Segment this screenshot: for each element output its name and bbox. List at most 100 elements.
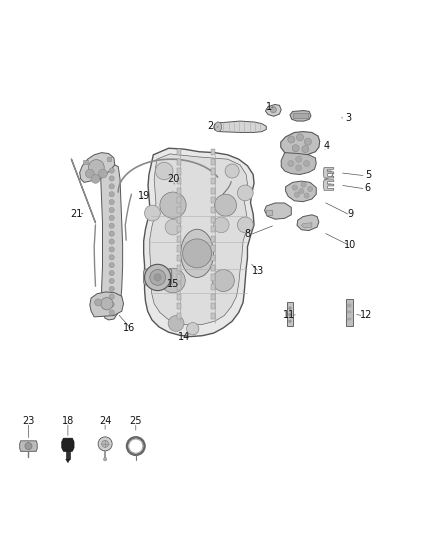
Polygon shape — [297, 215, 319, 231]
Text: 14: 14 — [178, 332, 190, 342]
Polygon shape — [20, 441, 37, 451]
Circle shape — [304, 160, 310, 167]
Bar — [211, 188, 215, 194]
Circle shape — [101, 297, 113, 310]
Bar — [177, 255, 181, 261]
Circle shape — [213, 217, 229, 233]
Bar — [177, 159, 181, 165]
Circle shape — [109, 294, 114, 300]
Circle shape — [294, 192, 300, 197]
Bar — [177, 284, 181, 290]
Circle shape — [270, 107, 276, 113]
Circle shape — [296, 156, 302, 162]
Bar — [177, 274, 181, 280]
Text: 4: 4 — [323, 141, 329, 151]
Circle shape — [304, 138, 311, 145]
Text: 25: 25 — [130, 416, 142, 426]
Circle shape — [212, 270, 234, 292]
Text: 21: 21 — [71, 209, 83, 219]
Polygon shape — [286, 181, 316, 201]
Bar — [211, 313, 215, 319]
Circle shape — [168, 316, 184, 332]
Circle shape — [296, 165, 302, 171]
Bar — [211, 149, 215, 155]
Circle shape — [109, 239, 114, 244]
Polygon shape — [66, 459, 70, 463]
Bar — [347, 311, 351, 313]
Bar — [177, 294, 181, 300]
Circle shape — [109, 231, 114, 236]
Polygon shape — [144, 148, 254, 336]
Circle shape — [109, 199, 114, 205]
Circle shape — [109, 302, 114, 307]
Circle shape — [154, 274, 161, 281]
Bar — [211, 197, 215, 204]
Circle shape — [88, 159, 104, 175]
Polygon shape — [281, 132, 320, 156]
Polygon shape — [150, 154, 247, 325]
Text: 15: 15 — [167, 279, 179, 289]
Text: 2: 2 — [207, 122, 213, 131]
Bar — [177, 168, 181, 174]
Bar — [177, 197, 181, 204]
Polygon shape — [265, 104, 281, 116]
Bar — [211, 255, 215, 261]
Polygon shape — [281, 152, 316, 174]
Text: 23: 23 — [22, 416, 35, 426]
Circle shape — [109, 247, 114, 252]
Circle shape — [109, 263, 114, 268]
Ellipse shape — [180, 229, 214, 278]
Circle shape — [109, 168, 114, 173]
Circle shape — [302, 146, 309, 152]
Circle shape — [150, 270, 166, 285]
Bar — [211, 226, 215, 232]
Circle shape — [109, 270, 114, 276]
Circle shape — [289, 313, 291, 316]
Bar — [83, 160, 88, 164]
Circle shape — [237, 185, 253, 201]
Circle shape — [292, 145, 299, 152]
Bar — [177, 188, 181, 194]
Text: 8: 8 — [244, 229, 251, 239]
Circle shape — [109, 255, 114, 260]
Circle shape — [165, 219, 181, 235]
Circle shape — [109, 176, 114, 181]
Ellipse shape — [215, 122, 222, 132]
Circle shape — [183, 239, 212, 268]
Polygon shape — [144, 269, 172, 285]
Text: 1: 1 — [266, 102, 272, 111]
Bar — [211, 159, 215, 165]
Circle shape — [95, 299, 102, 306]
Polygon shape — [266, 211, 272, 215]
Circle shape — [225, 164, 239, 178]
Polygon shape — [290, 110, 311, 121]
Bar — [211, 207, 215, 213]
Polygon shape — [301, 223, 312, 228]
Bar — [347, 318, 351, 320]
Circle shape — [160, 192, 186, 219]
Circle shape — [288, 136, 295, 143]
Circle shape — [85, 169, 94, 178]
Circle shape — [109, 310, 114, 315]
Bar — [287, 302, 293, 326]
Text: 11: 11 — [283, 310, 295, 320]
Bar — [177, 313, 181, 319]
Text: 9: 9 — [347, 209, 353, 219]
Circle shape — [187, 322, 199, 335]
Circle shape — [109, 278, 114, 284]
Bar — [293, 113, 308, 118]
Text: 13: 13 — [252, 266, 265, 276]
Polygon shape — [265, 203, 291, 219]
Bar — [66, 451, 70, 459]
Text: 20: 20 — [167, 174, 179, 184]
Polygon shape — [90, 292, 124, 317]
Bar — [177, 178, 181, 184]
Bar — [177, 216, 181, 223]
Bar — [347, 304, 351, 307]
Circle shape — [109, 184, 114, 189]
Bar — [177, 265, 181, 271]
Circle shape — [289, 307, 291, 310]
Circle shape — [289, 320, 291, 322]
Text: 5: 5 — [365, 169, 371, 180]
Text: 18: 18 — [62, 416, 74, 426]
